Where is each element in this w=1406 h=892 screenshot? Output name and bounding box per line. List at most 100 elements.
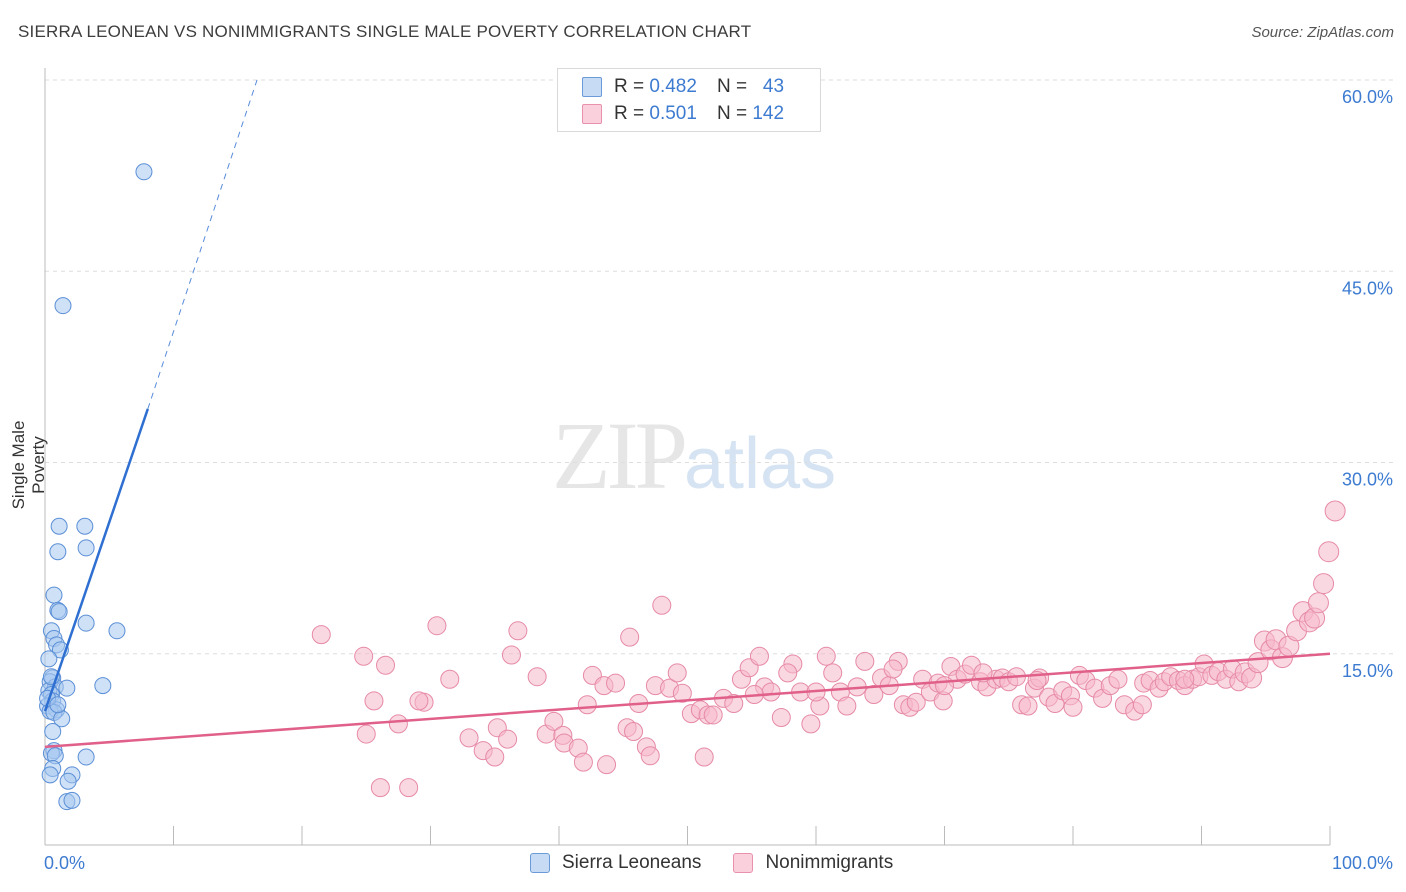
nonimmigrant-point: [399, 778, 419, 798]
nonimmigrant-point: [577, 695, 597, 715]
nonimmigrant-point: [667, 663, 687, 683]
legend-row-sierra-leoneans: R = 0.482 N = 43: [582, 75, 784, 99]
nonimmigrant-point: [606, 673, 626, 693]
nonimmigrant-point: [356, 724, 376, 744]
nonimmigrant-point: [703, 705, 723, 725]
nonimmigrant-point: [694, 747, 714, 767]
nonimmigrant-point: [459, 728, 479, 748]
nonimmigrant-point: [837, 696, 857, 716]
series-swatch-blue: [530, 853, 550, 873]
nonimmigrant-point: [544, 711, 564, 731]
sierra-leonean-point: [77, 748, 95, 766]
nonimmigrant-point: [724, 693, 744, 713]
series-label: Sierra Leoneans: [562, 852, 702, 873]
zipatlas-watermark: ZIPatlas: [552, 402, 837, 509]
nonimmigrant-point: [427, 616, 447, 636]
nonimmigrant-point: [652, 595, 672, 615]
legend-swatch-pink: [582, 104, 602, 124]
sierra-leonean-point: [44, 723, 62, 741]
sierra-leonean-point: [40, 650, 58, 668]
nonimmigrant-point: [816, 646, 836, 666]
nonimmigrant-point: [749, 646, 769, 666]
series-swatch-pink: [733, 853, 754, 873]
nonimmigrant-point: [498, 729, 518, 749]
sierra-leonean-point: [59, 772, 77, 790]
sierra-leonean-point: [58, 679, 76, 697]
nonimmigrant-point: [370, 778, 390, 798]
chart-title: SIERRA LEONEAN VS NONIMMIGRANTS SINGLE M…: [18, 22, 752, 41]
sierra-leonean-point: [50, 517, 68, 535]
y-tick-label: 30.0%: [1342, 470, 1393, 490]
nonimmigrant-point: [1175, 669, 1195, 689]
nonimmigrant-point: [597, 755, 617, 775]
y-axis-label: Single Male Poverty: [9, 420, 48, 510]
legend-r-label: R =: [614, 103, 645, 124]
nonimmigrant-point: [388, 714, 408, 734]
sierra-leonean-trendline-extension: [147, 79, 258, 410]
series-legend: Sierra Leoneans Nonimmigrants: [530, 852, 925, 874]
legend-r-label: R =: [614, 76, 645, 97]
sierra-leonean-point: [135, 163, 153, 181]
sierra-leonean-point: [49, 543, 67, 561]
sierra-leonean-trendline: [43, 408, 149, 712]
series-label: Nonimmigrants: [765, 852, 894, 873]
nonimmigrant-point: [801, 714, 821, 734]
nonimmigrant-point: [761, 682, 781, 702]
sierra-leonean-point: [41, 766, 59, 784]
nonimmigrant-point: [906, 692, 926, 712]
sierra-leonean-point: [54, 297, 72, 315]
nonimmigrant-point: [311, 625, 331, 645]
nonimmigrant-point: [672, 683, 692, 703]
chart-source: Source: ZipAtlas.com: [1251, 24, 1394, 41]
nonimmigrant-point: [1318, 541, 1340, 563]
nonimmigrant-point: [778, 663, 798, 683]
correlation-legend: R = 0.482 N = 43 R = 0.501 N = 142: [557, 68, 821, 132]
nonimmigrant-point: [354, 646, 374, 666]
legend-n-label: N =: [716, 76, 748, 97]
nonimmigrant-point: [508, 621, 528, 641]
nonimmigrant-point: [771, 708, 791, 727]
series-legend-sierra-leoneans: Sierra Leoneans: [530, 852, 701, 874]
nonimmigrant-point: [855, 651, 875, 671]
nonimmigrant-point: [1063, 697, 1083, 717]
legend-n-label: N =: [716, 103, 748, 124]
legend-row-nonimmigrants: R = 0.501 N = 142: [582, 102, 784, 126]
nonimmigrant-point: [935, 676, 954, 696]
nonimmigrant-point: [364, 691, 384, 711]
legend-r-value: 0.482: [649, 76, 697, 97]
sierra-leonean-point: [77, 539, 95, 557]
nonimmigrant-point: [501, 645, 521, 665]
nonimmigrant-point: [1313, 573, 1335, 595]
sierra-leonean-point: [45, 586, 63, 604]
sierra-leonean-point: [77, 614, 95, 632]
nonimmigrant-point: [823, 663, 843, 683]
x-tick-label: 100.0%: [1332, 853, 1393, 873]
legend-n-value: 142: [752, 103, 785, 124]
nonimmigrant-point: [573, 752, 593, 772]
nonimmigrant-point: [620, 627, 640, 647]
legend-r-value: 0.501: [649, 103, 697, 124]
legend-swatch-blue: [582, 77, 602, 97]
nonimmigrant-point: [883, 659, 903, 679]
sierra-leonean-point: [94, 677, 112, 695]
y-tick-label: 45.0%: [1342, 278, 1393, 298]
nonimmigrant-point: [485, 747, 505, 767]
sierra-leonean-point: [108, 622, 126, 640]
nonimmigrant-point: [1324, 500, 1346, 522]
nonimmigrant-point: [1018, 696, 1038, 716]
nonimmigrant-point: [409, 691, 429, 711]
sierra-leonean-point: [49, 696, 67, 714]
nonimmigrant-point: [527, 667, 547, 687]
nonimmigrant-point: [376, 655, 396, 675]
y-tick-label: 15.0%: [1342, 661, 1393, 681]
nonimmigrant-point: [440, 669, 460, 689]
nonimmigrant-trendline: [44, 652, 1331, 749]
sierra-leonean-point: [76, 517, 94, 535]
x-tick-label: 0.0%: [44, 853, 85, 873]
nonimmigrant-point: [1307, 592, 1329, 614]
nonimmigrant-point: [1108, 669, 1128, 689]
sierra-leonean-point: [63, 791, 81, 809]
nonimmigrant-point: [1132, 695, 1152, 715]
sierra-leonean-point: [50, 603, 68, 621]
